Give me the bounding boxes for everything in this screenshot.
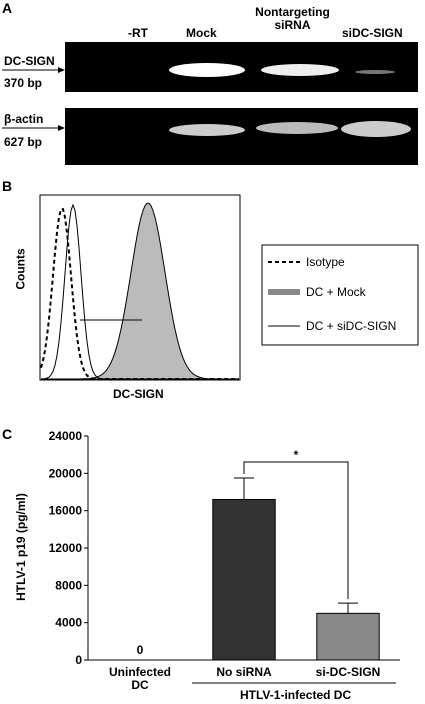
lane-label: -RT — [128, 26, 148, 40]
x-tick-label: Uninfected DC — [108, 665, 171, 692]
band — [341, 121, 411, 137]
band — [169, 63, 245, 77]
y-tick-label: 4000 — [55, 616, 82, 630]
y-label: Counts — [13, 248, 28, 290]
histogram-frame — [39, 194, 241, 381]
arrow-head — [58, 125, 65, 131]
legend-entry: DC + Mock — [306, 285, 366, 299]
y-tick-label: 16000 — [49, 504, 83, 518]
bar — [316, 612, 380, 661]
lane-label: Mock — [186, 26, 217, 40]
y-tick-label: 20000 — [49, 466, 83, 480]
y-tick-label: 8000 — [55, 578, 82, 592]
x-tick-label: No siRNA — [216, 665, 272, 679]
row-size: 627 bp — [4, 135, 43, 149]
x-tick-label: si-DC-SIGN — [315, 665, 381, 679]
lane-label: siDC-SIGN — [342, 26, 403, 40]
panel-label: B — [2, 178, 13, 194]
band — [256, 122, 338, 134]
value-label: 0 — [137, 643, 144, 657]
significance-bracket — [243, 461, 349, 600]
y-tick-label: 12000 — [49, 541, 83, 555]
legend-entry: Isotype — [306, 255, 345, 269]
panel-label: C — [2, 426, 13, 442]
group-label: HTLV-1-infected DC — [240, 688, 352, 702]
row-label: β-actin — [4, 112, 44, 126]
bar — [212, 498, 276, 661]
row-label: DC-SIGN — [4, 54, 55, 68]
arrow-head — [58, 67, 65, 73]
si-curve — [40, 203, 239, 380]
gel-dc-sign — [65, 42, 418, 92]
band — [355, 70, 395, 74]
row-size: 370 bp — [4, 76, 43, 90]
band — [169, 124, 245, 136]
lane-label: Nontargeting siRNA — [255, 5, 330, 32]
gel-beta-actin — [65, 108, 418, 165]
significance: * — [294, 448, 299, 462]
y-tick-label: 24000 — [49, 429, 83, 443]
x-label: DC-SIGN — [113, 387, 164, 401]
y-label: HTLV-1 p19 (pg/ml) — [13, 493, 28, 601]
band — [261, 64, 339, 76]
panel-label: A — [2, 0, 13, 16]
mock-curve — [41, 202, 239, 380]
y-tick-label: 0 — [75, 653, 82, 667]
legend-entry: DC + siDC-SIGN — [306, 319, 397, 333]
